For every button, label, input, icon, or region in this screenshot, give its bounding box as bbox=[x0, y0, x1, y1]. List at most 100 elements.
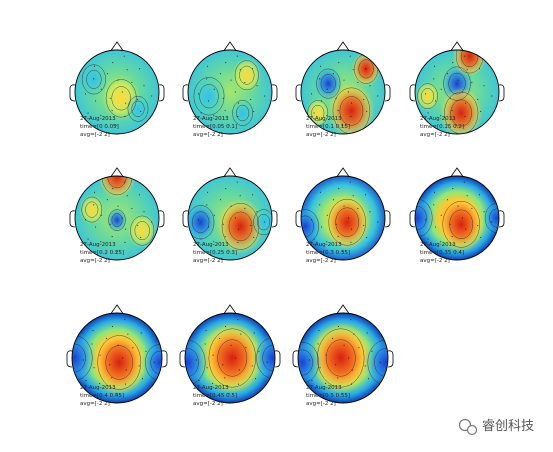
head-map bbox=[185, 313, 275, 403]
contour bbox=[107, 176, 127, 189]
electrode bbox=[332, 73, 334, 75]
panel-label: 27-Aug-2013 bbox=[306, 116, 342, 122]
electrode bbox=[219, 337, 221, 339]
ear bbox=[182, 84, 189, 102]
electrode bbox=[137, 98, 139, 100]
electrode bbox=[253, 110, 255, 112]
electrode bbox=[224, 326, 226, 328]
electrode bbox=[82, 359, 84, 361]
map-blob bbox=[438, 196, 485, 253]
electrode bbox=[212, 382, 214, 384]
electrode bbox=[143, 85, 145, 87]
electrode bbox=[337, 110, 339, 112]
ear bbox=[295, 84, 302, 102]
contour bbox=[234, 60, 259, 91]
contour bbox=[443, 66, 471, 101]
electrode bbox=[200, 112, 202, 114]
electrode bbox=[198, 380, 200, 382]
electrode bbox=[352, 195, 354, 197]
electrode bbox=[313, 238, 315, 240]
panel-label: avg=[-2 2] bbox=[306, 401, 336, 407]
electrode bbox=[252, 68, 254, 70]
topoplot: 27-Aug-2013 time=[0.25 0.3] avg=[-2 2] bbox=[182, 167, 278, 264]
electrode bbox=[106, 337, 108, 339]
electrode bbox=[256, 85, 258, 87]
panel-label: avg=[-2 2] bbox=[80, 401, 110, 407]
electrode bbox=[109, 223, 111, 225]
map-blob bbox=[125, 93, 151, 124]
electrode bbox=[350, 383, 352, 385]
electrode bbox=[140, 332, 142, 334]
ear bbox=[384, 210, 391, 228]
contour bbox=[257, 214, 271, 231]
electrode bbox=[332, 199, 334, 201]
electrode bbox=[491, 95, 493, 97]
ear bbox=[69, 210, 76, 228]
contour bbox=[97, 335, 142, 390]
electrode bbox=[310, 219, 312, 221]
contour bbox=[489, 208, 499, 228]
contour bbox=[199, 84, 219, 109]
nose bbox=[110, 41, 124, 51]
electrode bbox=[477, 98, 479, 100]
electrode bbox=[206, 204, 208, 206]
electrode bbox=[115, 393, 117, 395]
head-outline bbox=[300, 49, 386, 135]
electrode bbox=[213, 115, 215, 117]
topoplot: 27-Aug-2013 time=[0.2 0.25] avg=[-2 2] bbox=[69, 167, 165, 264]
electrode bbox=[491, 221, 493, 223]
electrode bbox=[347, 217, 349, 219]
panel-label: 27-Aug-2013 bbox=[420, 116, 456, 122]
electrode bbox=[91, 343, 93, 345]
electrode bbox=[434, 65, 436, 67]
head-map bbox=[415, 50, 499, 134]
electrode bbox=[111, 110, 113, 112]
nose bbox=[336, 167, 350, 177]
ear bbox=[179, 350, 186, 368]
panel-label: 27-Aug-2013 bbox=[193, 116, 229, 122]
contour bbox=[105, 79, 137, 118]
contour bbox=[335, 207, 359, 237]
ear bbox=[409, 210, 416, 228]
electrode bbox=[219, 199, 221, 201]
electrode bbox=[222, 364, 224, 366]
electrode bbox=[483, 85, 485, 87]
map-blob bbox=[440, 87, 483, 134]
electrode bbox=[85, 380, 87, 382]
head-outline bbox=[184, 312, 276, 404]
head-map bbox=[298, 313, 388, 403]
electrode bbox=[197, 219, 199, 221]
electrode bbox=[471, 207, 473, 209]
topoplot: 27-Aug-2013 time=[0.4 0.45] avg=[-2 2] bbox=[66, 304, 168, 407]
topoplot: 27-Aug-2013 time=[0.1 0.15] avg=[-2 2] bbox=[295, 41, 391, 138]
nose bbox=[223, 167, 237, 177]
electrode bbox=[463, 55, 465, 57]
electrode bbox=[100, 214, 102, 216]
contour bbox=[81, 64, 106, 95]
electrode bbox=[424, 93, 426, 95]
electrode bbox=[457, 205, 459, 207]
electrode bbox=[225, 62, 227, 64]
panel-label: time=[0.15 0.2] bbox=[420, 124, 464, 130]
electrode bbox=[131, 81, 133, 83]
electrode bbox=[238, 228, 240, 230]
electrode bbox=[349, 55, 351, 57]
electrode bbox=[138, 365, 140, 367]
electrode bbox=[125, 228, 127, 230]
electrode bbox=[256, 211, 258, 213]
contour bbox=[108, 209, 126, 231]
nose bbox=[450, 41, 464, 51]
ear bbox=[271, 84, 278, 102]
electrode bbox=[466, 195, 468, 197]
electrode bbox=[254, 378, 256, 380]
panel-label: time=[0.2 0.25] bbox=[80, 250, 124, 256]
electrode bbox=[124, 319, 126, 321]
map-blob bbox=[185, 335, 210, 390]
map-blob bbox=[72, 331, 97, 385]
ear bbox=[295, 210, 302, 228]
electrode bbox=[427, 238, 429, 240]
electrode bbox=[84, 219, 86, 221]
electrode bbox=[213, 214, 215, 216]
electrode bbox=[94, 65, 96, 67]
map-blob bbox=[190, 73, 228, 119]
